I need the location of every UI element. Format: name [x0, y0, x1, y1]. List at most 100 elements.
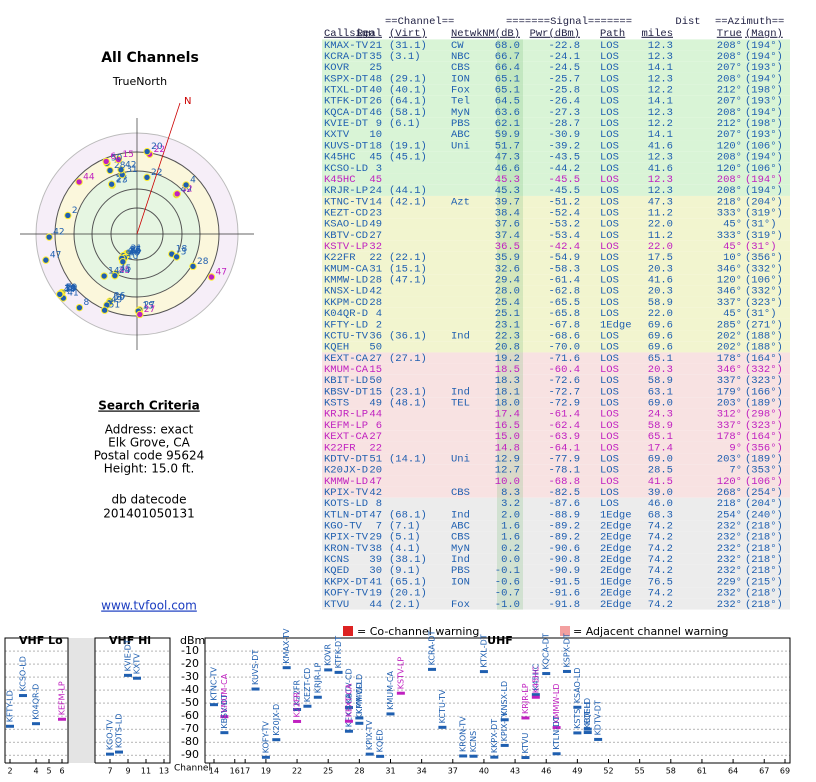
y-tick-label: -20: [181, 657, 199, 670]
table-cell: -64.1: [548, 442, 580, 454]
station-label: 42: [53, 228, 64, 238]
table-cell: (44.1): [389, 185, 427, 197]
signal-bar: [552, 752, 561, 756]
table-cell: 23: [369, 207, 382, 219]
table-cell: -25.7: [548, 73, 580, 85]
table-cell: (68.1): [389, 509, 427, 521]
table-cell: 337°: [717, 420, 742, 432]
table-cell: 218°: [717, 196, 742, 208]
table-cell: LOS: [600, 51, 619, 63]
station-mark: [114, 155, 123, 164]
signal-bar: [324, 668, 333, 672]
group-header: =======Signal=======: [506, 16, 632, 28]
table-cell: 212°: [717, 85, 742, 97]
signal-bar: [531, 693, 540, 697]
table-cell: LOS: [600, 308, 619, 320]
table-cell: -72.7: [548, 386, 580, 398]
table-cell: 6: [376, 420, 382, 432]
table-cell: 14.1: [648, 96, 673, 108]
table-cell: (194°): [745, 107, 783, 119]
table-cell: (31°): [745, 241, 777, 253]
y-axis-label: dBm: [180, 634, 205, 647]
table-cell: LOS: [600, 487, 619, 499]
table-cell: (106°): [745, 275, 783, 287]
table-cell: 212°: [717, 118, 742, 130]
table-cell: (64.1): [389, 96, 427, 108]
table-cell: 218°: [717, 498, 742, 510]
station-label: 22: [151, 168, 162, 178]
table-cell: LOS: [600, 353, 619, 365]
station-label: 47: [50, 251, 61, 261]
table-cell: 25.1: [495, 308, 520, 320]
table-cell: 232°: [717, 521, 742, 533]
table-cell: 8: [376, 498, 382, 510]
table-cell: 17.4: [648, 442, 673, 454]
table-cell: 42: [369, 286, 382, 298]
signal-label: KBTV-CD: [344, 668, 353, 703]
table-cell: 37.4: [495, 230, 520, 242]
table-cell: (2.1): [389, 599, 421, 611]
table-cell: (193°): [745, 96, 783, 108]
row-background: [322, 184, 790, 196]
station-label: 18: [176, 245, 188, 255]
table-cell: 2Edge: [600, 543, 632, 555]
table-cell: 10.0: [495, 476, 520, 488]
table-cell: 49: [369, 219, 382, 231]
signal-label: K22FR: [293, 679, 302, 705]
table-cell: 20.3: [648, 364, 673, 376]
table-cell: 20: [369, 465, 382, 477]
table-cell: KMMW-LD: [324, 275, 368, 287]
table-cell: -28.7: [548, 118, 580, 130]
x-tick-label: 49: [572, 767, 582, 776]
table-cell: KQED: [324, 565, 349, 577]
signal-label: KEXT-CA: [344, 683, 353, 717]
table-cell: 2Edge: [600, 532, 632, 544]
station-label: 51: [109, 301, 120, 311]
table-cell: -65.5: [548, 297, 580, 309]
y-tick-label: -70: [181, 722, 199, 735]
table-cell: 74.2: [648, 599, 673, 611]
table-cell: -72.6: [548, 375, 580, 387]
row-background: [322, 598, 790, 610]
table-cell: LOS: [600, 453, 619, 465]
table-cell: 12.2: [648, 118, 673, 130]
site-link[interactable]: www.tvfool.com: [101, 599, 197, 613]
x-tick-label: 6: [59, 767, 64, 776]
station-label: 28: [114, 161, 126, 171]
station-label: 22: [154, 145, 165, 155]
signal-label: KNSX-LD: [500, 681, 509, 716]
signal-bar: [303, 704, 312, 708]
db-title: db datecode: [111, 493, 186, 507]
table-cell: (218°): [745, 543, 783, 555]
signal-label: KTFK-DT: [334, 636, 343, 669]
table-cell: 12.3: [648, 152, 673, 164]
table-cell: 2.0: [501, 509, 520, 521]
table-cell: (164°): [745, 353, 783, 365]
station-mark: [117, 166, 125, 174]
table-cell: (332°): [745, 263, 783, 275]
station-label: 38: [65, 284, 77, 294]
station-mark: [119, 258, 127, 266]
table-cell: 74.2: [648, 532, 673, 544]
x-tick-label: 9: [125, 767, 130, 776]
signal-bar: [365, 752, 374, 756]
table-cell: 28: [369, 297, 382, 309]
station-label: 35: [130, 245, 141, 255]
table-cell: 346°: [717, 286, 742, 298]
table-cell: KEXT-CA: [324, 431, 369, 443]
signal-bar: [6, 724, 14, 728]
table-cell: (19.1): [389, 140, 427, 152]
station-mark: [182, 181, 190, 189]
table-cell: -63.9: [548, 431, 580, 443]
table-cell: KEZT-CD: [324, 207, 368, 219]
table-cell: -30.9: [548, 129, 580, 141]
table-cell: 120°: [717, 140, 742, 152]
table-cell: LOS: [600, 498, 619, 510]
station-label: 50: [111, 154, 123, 164]
table-cell: (193°): [745, 62, 783, 74]
table-cell: 36.5: [495, 241, 520, 253]
signal-label: K22FR: [293, 691, 302, 717]
row-background: [322, 531, 790, 543]
signal-label: K04QR-D: [32, 684, 41, 720]
